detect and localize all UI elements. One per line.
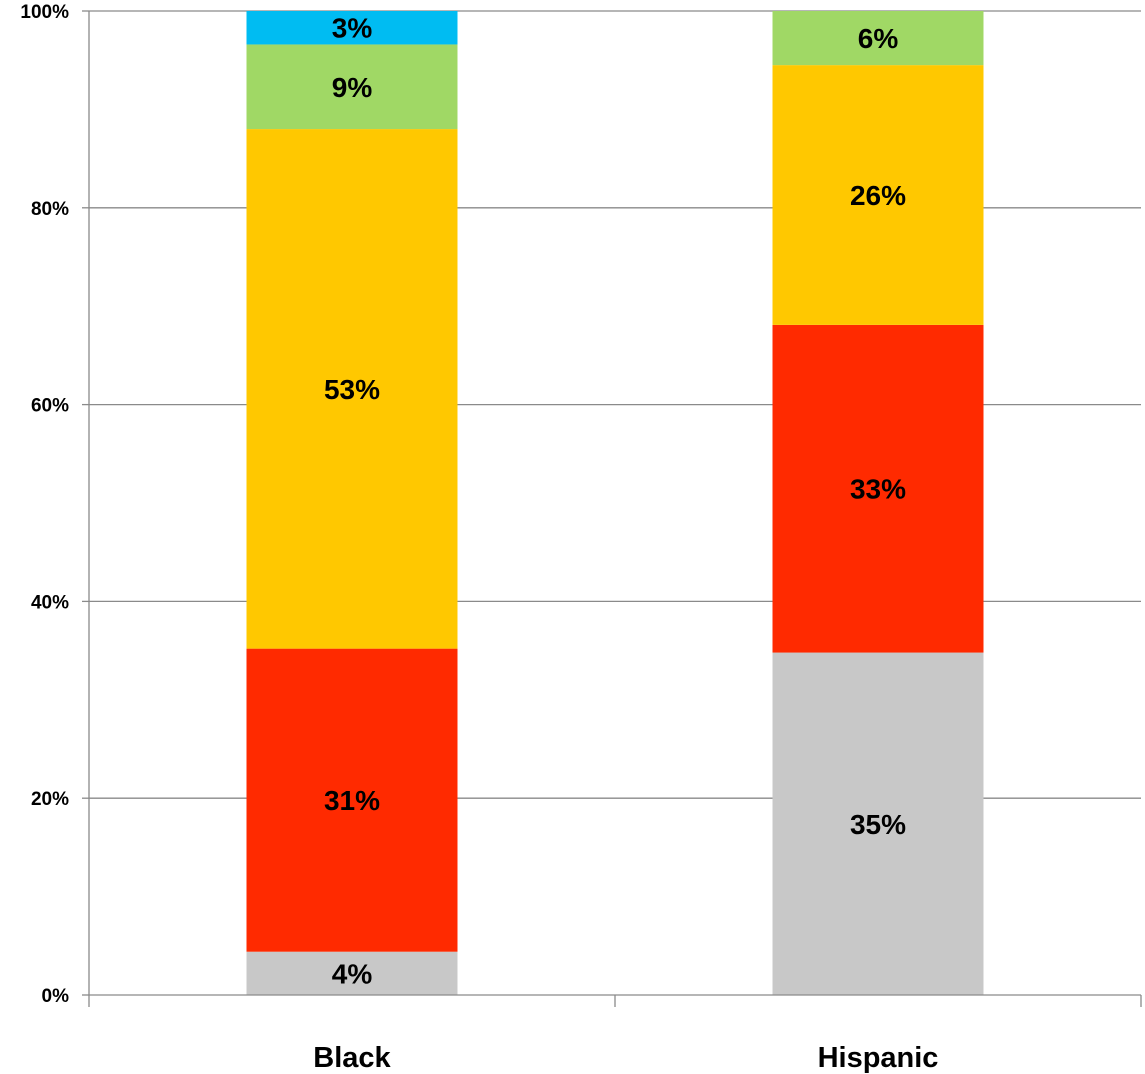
- y-tick-label: 0%: [42, 986, 70, 1007]
- bar-segment-label: 4%: [332, 958, 373, 989]
- y-tick-label: 40%: [31, 592, 69, 613]
- bar-segment: [772, 652, 984, 995]
- bar-segment-label: 3%: [332, 13, 373, 44]
- axes: 0% 20% 40% 60% 80% 100% Black Hispanic: [20, 2, 1142, 1074]
- y-tick-label: 20%: [31, 789, 69, 810]
- bar-segment-label: 9%: [332, 72, 373, 103]
- data-labels: 4% 31% 53% 9% 3% 35% 33% 26% 6%: [324, 13, 906, 990]
- y-tick-label: 80%: [31, 199, 69, 220]
- bar-segment: [246, 951, 458, 995]
- bar-segment-label: 35%: [850, 809, 906, 840]
- bar-segment: [772, 11, 984, 66]
- bar-segment: [246, 44, 458, 130]
- x-category-label: Black: [313, 1042, 391, 1074]
- bar-segment: [246, 648, 458, 952]
- bar-segment-label: 33%: [850, 474, 906, 505]
- bar-segment-label: 6%: [858, 23, 899, 54]
- y-tick-label: 100%: [20, 2, 69, 23]
- bar-segment: [772, 65, 984, 325]
- bar-segment: [772, 324, 984, 653]
- bar-segment-label: 53%: [324, 374, 380, 405]
- bar-segment: [246, 11, 458, 45]
- bars: [246, 11, 984, 995]
- bar-segment: [246, 129, 458, 649]
- bar-segment-label: 26%: [850, 180, 906, 211]
- y-tick-label: 60%: [31, 396, 69, 417]
- bar-segment-label: 31%: [324, 785, 380, 816]
- x-category-label: Hispanic: [818, 1042, 939, 1074]
